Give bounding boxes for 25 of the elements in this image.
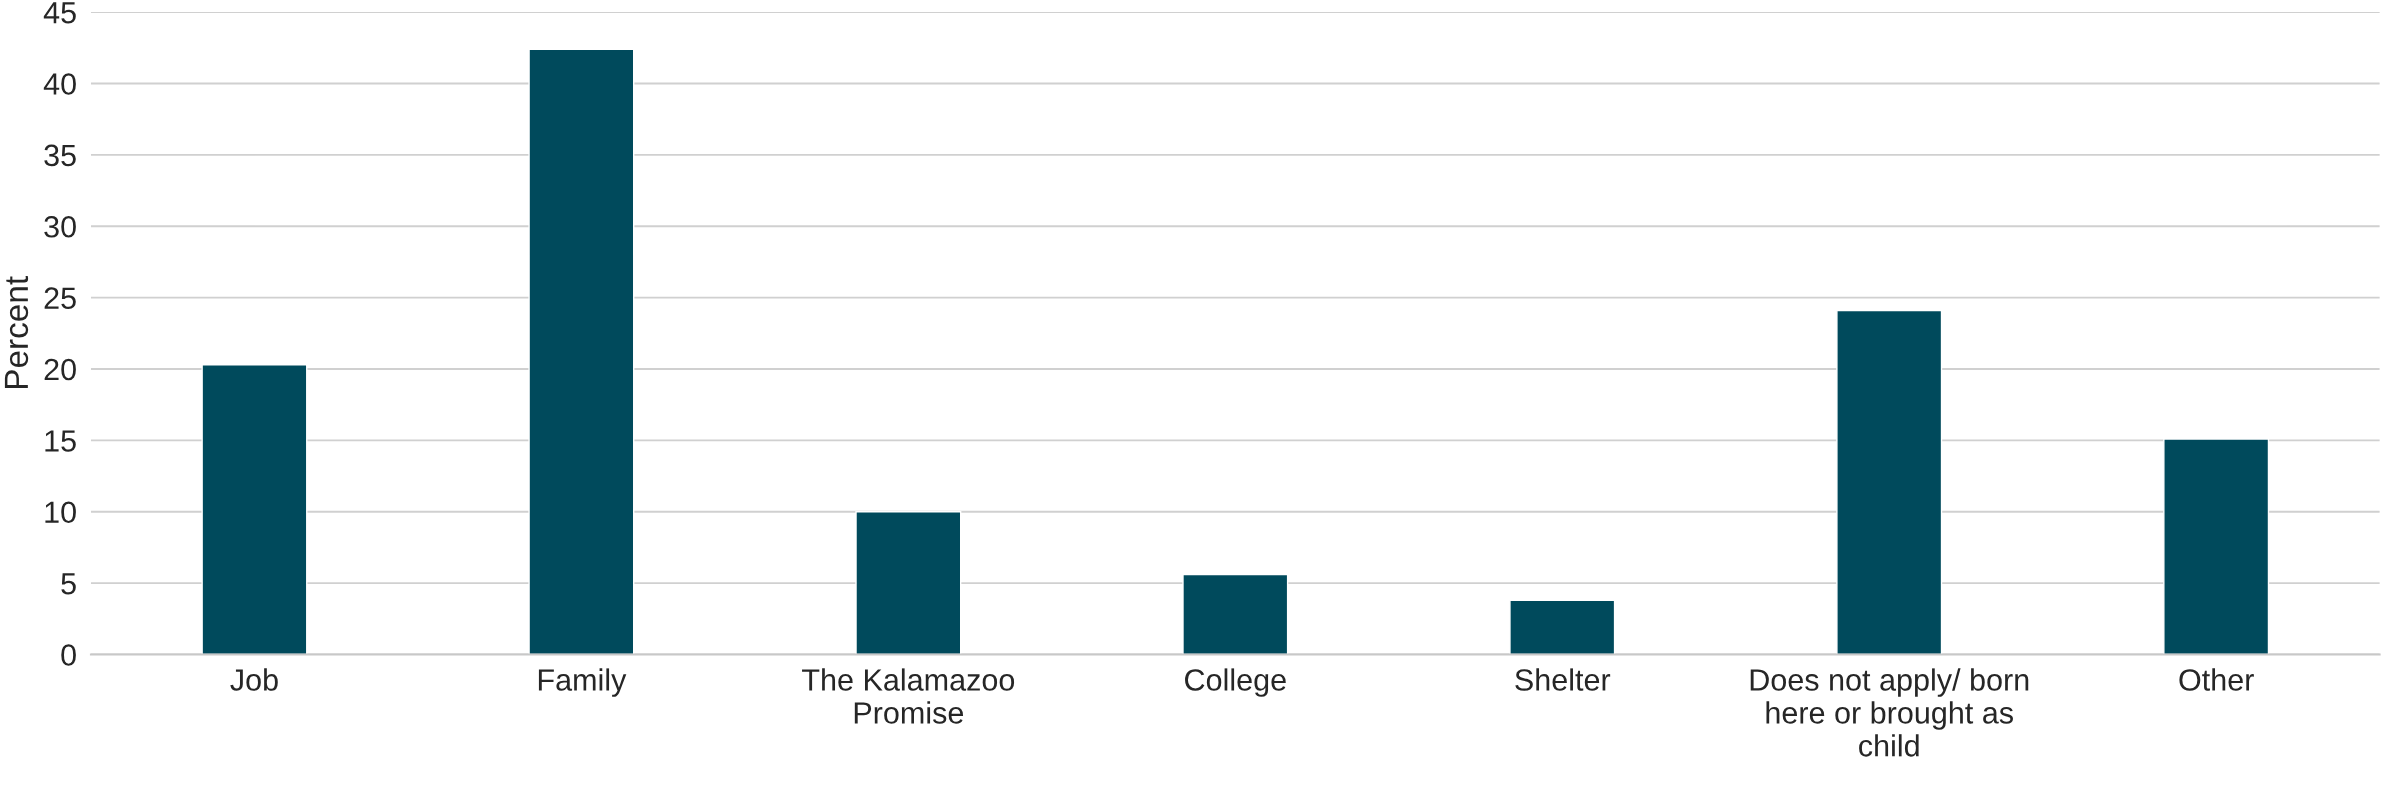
y-tick-label: 35	[44, 144, 76, 167]
x-tick-label: Shelter	[1515, 668, 1611, 691]
x-tick-label: Job	[230, 668, 278, 691]
x-tick-label: College	[1185, 668, 1286, 697]
y-tick-label: 10	[45, 501, 76, 524]
y-tick-label: 0	[61, 644, 76, 666]
bar	[1509, 599, 1616, 655]
bar	[855, 511, 962, 655]
y-tick-label: 5	[61, 573, 76, 595]
bar	[201, 364, 308, 655]
y-tick-label: 30	[44, 215, 76, 238]
bar	[528, 48, 635, 655]
x-tick-label: Other	[2179, 668, 2254, 691]
y-tick-label: 25	[44, 287, 76, 309]
bar	[1836, 309, 1943, 655]
y-tick-label: 45	[43, 2, 76, 24]
y-tick-label: 20	[44, 358, 76, 381]
x-tick-label: Does not apply/ born here or brought as child	[1750, 668, 2029, 757]
y-tick-label: 15	[45, 430, 76, 452]
bar	[2163, 438, 2270, 655]
x-tick-label: Family	[538, 668, 627, 697]
y-axis-title: Percent	[4, 276, 29, 388]
x-tick-label: The Kalamazoo Promise	[802, 668, 1015, 724]
bar	[1182, 573, 1289, 655]
y-tick-label: 40	[43, 73, 76, 95]
